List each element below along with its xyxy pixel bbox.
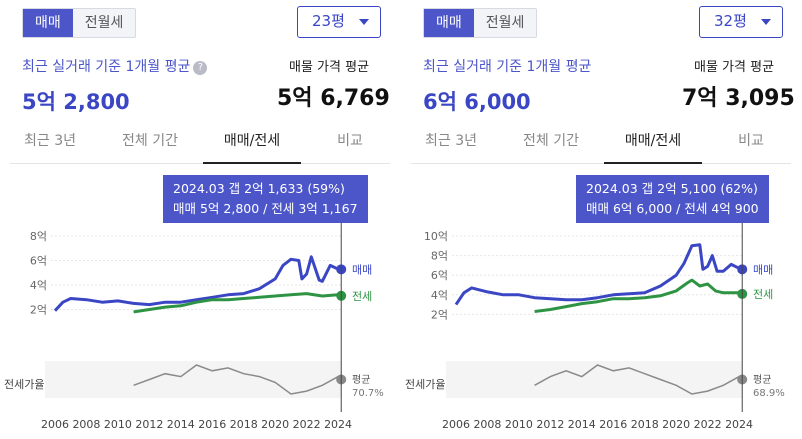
help-icon[interactable]: ?	[193, 61, 208, 75]
tab-compare[interactable]: 비교	[337, 133, 363, 149]
y-tick-label: 4억	[30, 279, 47, 292]
caret-down-icon	[359, 19, 369, 25]
listing-avg-label: 매물 가격 평균	[289, 60, 370, 75]
y-tick-label: 6억	[30, 255, 47, 268]
tooltip-line-prices: 매매 6억 6,000 / 전세 4억 900	[586, 201, 759, 216]
listing-avg-value: 5억 6,769	[277, 86, 390, 111]
tooltip-line-gap: 2024.03 갭 2억 1,633 (59%)	[173, 181, 345, 196]
x-tick-label: 2016	[599, 418, 627, 431]
y-tick-label: 8억	[431, 250, 448, 263]
recent-avg-label-text: 최근 실거래 기준 1개월 평균	[22, 59, 191, 75]
tab-sale-jeonse[interactable]: 매매/전세	[203, 126, 301, 164]
y-tick-label: 10억	[424, 230, 448, 243]
tab-recent-3y[interactable]: 최근 3년	[24, 133, 76, 149]
x-tick-label: 2008	[72, 418, 100, 431]
ratio-avg-value: 68.9%	[753, 388, 785, 399]
tooltip-line-gap: 2024.03 갭 2억 5,100 (62%)	[586, 181, 758, 196]
panel-23py: 매매 전월세 23평 최근 실거래 기준 1개월 평균? 5억 2,800 매물…	[0, 6, 401, 439]
sale-series-label: 매매	[753, 263, 773, 276]
x-tick-label: 2006	[41, 418, 69, 431]
x-tick-label: 2008	[473, 418, 501, 431]
listing-avg-value: 7억 3,095	[682, 86, 795, 111]
period-tabs: 최근 3년 전체 기간 매매/전세 비교	[411, 126, 791, 164]
period-tabs: 최근 3년 전체 기간 매매/전세 비교	[10, 126, 390, 164]
size-select-value: 23평	[312, 12, 345, 30]
jeonse-series-label: 전세	[753, 288, 773, 301]
tab-compare[interactable]: 비교	[738, 133, 764, 149]
tab-recent-3y[interactable]: 최근 3년	[425, 133, 477, 149]
ratio-avg-label: 평균	[352, 374, 370, 386]
size-select-value: 32평	[714, 12, 747, 30]
x-tick-label: 2010	[505, 418, 533, 431]
x-tick-label: 2024	[324, 418, 352, 431]
toggle-sale[interactable]: 매매	[424, 9, 474, 37]
deal-type-toggle: 매매 전월세	[22, 8, 137, 38]
y-tick-label: 2억	[431, 308, 448, 321]
x-tick-label: 2018	[230, 418, 258, 431]
x-tick-label: 2010	[104, 418, 132, 431]
tooltip-line-prices: 매매 5억 2,800 / 전세 3억 1,167	[173, 201, 358, 216]
x-tick-label: 2012	[536, 418, 564, 431]
jeonse-series-label: 전세	[352, 290, 372, 303]
toggle-rent[interactable]: 전월세	[485, 15, 525, 31]
jeonse-ratio-line	[534, 364, 743, 395]
deal-type-toggle: 매매 전월세	[423, 8, 538, 38]
x-tick-label: 2022	[694, 418, 722, 431]
x-tick-label: 2006	[442, 418, 470, 431]
x-tick-label: 2014	[568, 418, 596, 431]
caret-down-icon	[761, 19, 771, 25]
x-tick-label: 2024	[725, 418, 753, 431]
toggle-rent[interactable]: 전월세	[84, 15, 124, 31]
ratio-axis-label: 전세가율	[4, 378, 44, 391]
sale-price-line	[53, 255, 342, 312]
x-tick-label: 2016	[198, 418, 226, 431]
x-tick-label: 2022	[293, 418, 321, 431]
price-chart[interactable]: 8억 6억 4억 2억 2006 2008 2010 2012 2014 2016 2018 2020…	[0, 172, 401, 439]
y-tick-label: 2억	[30, 304, 47, 317]
x-tick-label: 2014	[167, 418, 195, 431]
y-tick-label: 6억	[431, 269, 448, 282]
ratio-avg-label: 평균	[753, 374, 771, 386]
ratio-avg-value: 70.7%	[352, 388, 384, 399]
jeonse-price-line	[534, 278, 743, 313]
chart-tooltip: 2024.03 갭 2억 1,633 (59%) 매매 5억 2,800 / 전…	[163, 175, 368, 223]
recent-avg-label: 최근 실거래 기준 1개월 평균?	[22, 56, 208, 76]
size-select[interactable]: 32평	[699, 6, 783, 38]
chart-tooltip: 2024.03 갭 2억 5,100 (62%) 매매 6억 6,000 / 전…	[576, 175, 769, 223]
jeonse-ratio-line	[133, 364, 342, 395]
sale-series-label: 매매	[352, 263, 372, 276]
recent-avg-label-text: 최근 실거래 기준 1개월 평균	[423, 59, 592, 75]
recent-avg-value: 6억 6,000	[423, 90, 531, 114]
x-tick-label: 2012	[135, 418, 163, 431]
x-tick-label: 2020	[261, 418, 289, 431]
listing-avg-label: 매물 가격 평균	[694, 60, 775, 75]
recent-avg-value: 5억 2,800	[22, 90, 130, 114]
x-tick-label: 2018	[631, 418, 659, 431]
tab-sale-jeonse[interactable]: 매매/전세	[604, 126, 702, 164]
y-tick-label: 8억	[30, 230, 47, 243]
jeonse-price-line	[133, 292, 342, 314]
tab-all-period[interactable]: 전체 기간	[122, 133, 178, 149]
x-tick-label: 2020	[662, 418, 690, 431]
toggle-sale[interactable]: 매매	[23, 9, 73, 37]
sale-price-line	[454, 243, 743, 306]
panel-32py: 매매 전월세 32평 최근 실거래 기준 1개월 평균 6억 6,000 매물 …	[401, 0, 802, 439]
size-select[interactable]: 23평	[297, 6, 381, 38]
recent-avg-label: 최근 실거래 기준 1개월 평균	[423, 56, 591, 76]
tab-all-period[interactable]: 전체 기간	[523, 133, 579, 149]
y-tick-label: 4억	[431, 289, 448, 302]
ratio-axis-label: 전세가율	[405, 378, 445, 391]
